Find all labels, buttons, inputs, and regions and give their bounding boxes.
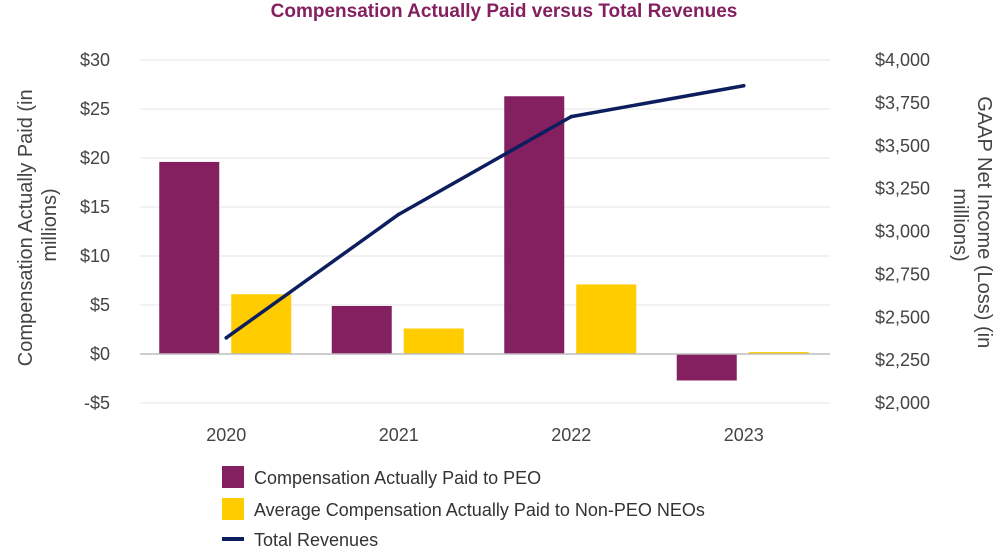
bar-peo-2022 [504,96,565,354]
left-tick-label-6: $0 [90,344,110,364]
x-axis-ticks: 2020 2021 2022 2023 [206,425,764,445]
bar-neo-2022 [576,284,637,354]
right-tick-label-0: $4,000 [875,50,930,70]
left-tick-label-4: $10 [80,246,110,266]
right-axis-title: GAAP Net Income (Loss) (in millions) [949,96,995,354]
bar-peo-2021 [331,305,392,354]
line-total-revenues [225,84,745,340]
right-tick-label-2: $3,500 [875,136,930,156]
bar-neo-2020 [231,294,292,354]
left-tick-label-7: -$5 [84,393,110,413]
legend-swatch-neo [222,498,244,520]
left-tick-label-0: $30 [80,50,110,70]
left-tick-label-1: $25 [80,99,110,119]
right-tick-label-1: $3,750 [875,93,930,113]
legend-swatch-peo [222,466,244,488]
left-axis-title: Compensation Actually Paid (in millions) [15,84,61,366]
point-revenue-2021 [396,212,401,217]
bars [159,96,809,381]
legend-label-revenue: Total Revenues [254,530,378,550]
left-axis-ticks: $30 $25 $20 $15 $10 $5 $0 -$5 [80,50,110,413]
bar-neo-2021 [403,328,464,354]
left-tick-label-5: $5 [90,295,110,315]
legend-swatch-revenue [222,537,244,541]
left-tick-label-3: $15 [80,197,110,217]
x-tick-label-2022: 2022 [551,425,591,445]
left-tick-label-2: $20 [80,148,110,168]
right-axis-title-line-2: millions) [949,188,971,261]
legend: Compensation Actually Paid to PEO Averag… [222,466,705,550]
x-tick-label-2020: 2020 [206,425,246,445]
right-tick-label-5: $2,750 [875,264,930,284]
right-axis-title-line-1: GAAP Net Income (Loss) (in [973,96,995,348]
revenue-line [224,83,746,340]
left-axis-title-line-1: Compensation Actually Paid (in [15,89,37,366]
x-tick-label-2023: 2023 [724,425,764,445]
right-tick-label-3: $3,250 [875,179,930,199]
right-tick-label-7: $2,250 [875,350,930,370]
chart-title: Compensation Actually Paid versus Total … [271,1,738,22]
legend-label-peo: Compensation Actually Paid to PEO [254,468,541,488]
right-tick-label-6: $2,500 [875,307,930,327]
point-revenue-2022 [569,114,574,119]
bar-peo-2023 [676,354,737,381]
bar-peo-2020 [159,161,220,354]
point-revenue-2023 [741,83,746,88]
bar-neo-2023 [748,352,809,354]
left-axis-title-line-2: millions) [39,188,61,261]
right-axis-ticks: $4,000 $3,750 $3,500 $3,250 $3,000 $2,750 $2,5… [875,50,930,413]
legend-label-neo: Average Compensation Actually Paid to No… [254,500,705,520]
right-tick-label-8: $2,000 [875,393,930,413]
right-tick-label-4: $3,000 [875,222,930,242]
x-tick-label-2021: 2021 [379,425,419,445]
point-revenue-2020 [224,336,229,340]
